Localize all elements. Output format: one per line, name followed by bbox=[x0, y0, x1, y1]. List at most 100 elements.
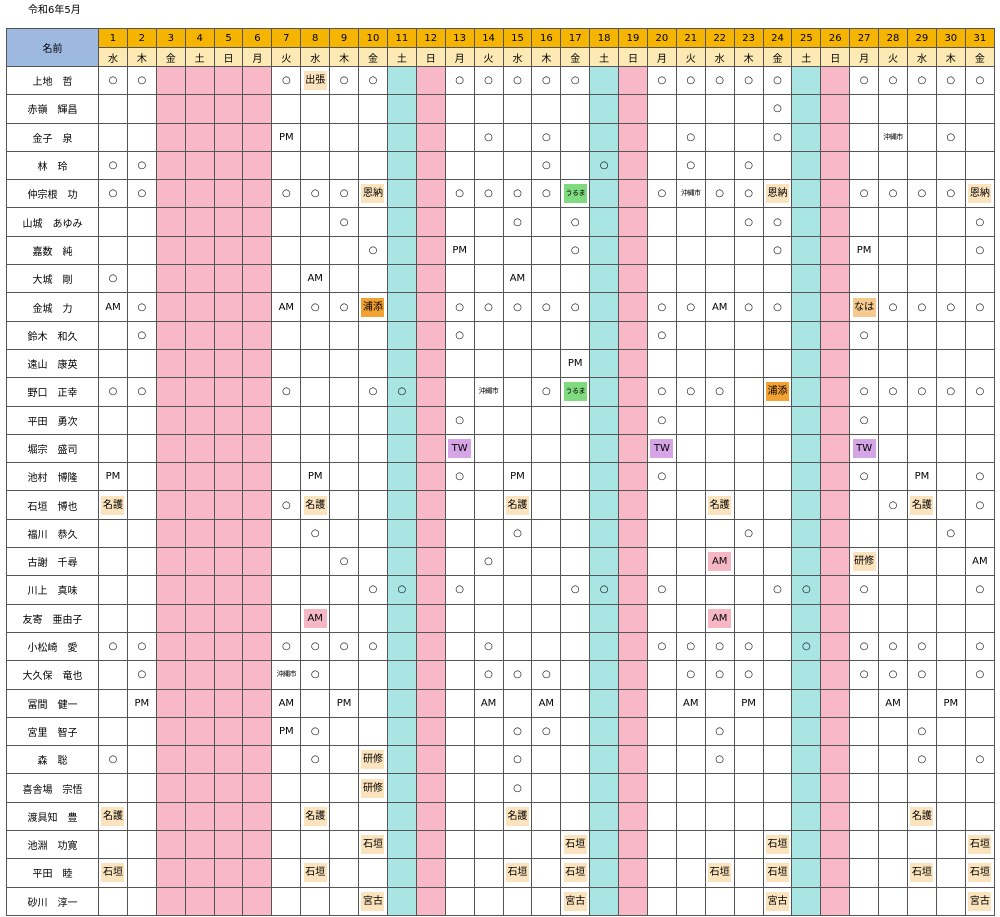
day-cell bbox=[762, 660, 793, 690]
staff-name: 大久保 竜也 bbox=[5, 660, 100, 690]
day-cell bbox=[242, 716, 273, 747]
day-cell bbox=[589, 547, 620, 577]
day-cell: ○ bbox=[878, 631, 908, 662]
day-cell bbox=[155, 688, 186, 718]
schedule-row: 金子 泉 PM ○ ○ ○ ○ 沖縄市 ○ bbox=[5, 122, 996, 152]
day-cell bbox=[242, 830, 273, 860]
cell-entry: ○ bbox=[339, 641, 349, 653]
cell-entry: 名護 bbox=[101, 495, 125, 515]
day-cell: ○ bbox=[675, 122, 706, 152]
day-cell bbox=[444, 122, 475, 152]
day-cell: ○ bbox=[126, 660, 157, 690]
day-cell bbox=[704, 94, 735, 124]
day-cell: ○ bbox=[906, 631, 937, 662]
day-cell bbox=[502, 433, 533, 464]
day-cell bbox=[675, 490, 706, 520]
day-cell bbox=[531, 94, 562, 124]
cell-entry: ○ bbox=[859, 329, 869, 341]
day-cell bbox=[473, 462, 504, 492]
day-cell bbox=[242, 292, 273, 322]
day-cell bbox=[242, 631, 273, 662]
day-cell bbox=[184, 405, 215, 435]
cell-entry: 名護 bbox=[505, 806, 529, 826]
staff-name: 仲宗根 功 bbox=[5, 179, 100, 209]
day-cell bbox=[242, 320, 273, 350]
day-cell: PM bbox=[935, 688, 966, 718]
cell-entry: ○ bbox=[541, 160, 551, 172]
day-cell: ○ bbox=[386, 575, 417, 605]
day-cell bbox=[733, 377, 764, 407]
day-cell bbox=[849, 122, 880, 152]
day-cell bbox=[820, 348, 851, 379]
day-cell bbox=[242, 433, 273, 464]
day-cell bbox=[473, 745, 504, 775]
cell-entry: ○ bbox=[513, 216, 522, 228]
day-number: 23 bbox=[733, 28, 764, 48]
cell-entry: ○ bbox=[744, 160, 753, 172]
day-cell: ○ bbox=[271, 65, 302, 96]
day-cell bbox=[531, 631, 562, 662]
day-cell bbox=[820, 433, 851, 464]
day-cell: ○ bbox=[964, 235, 996, 266]
day-cell: ○ bbox=[733, 65, 764, 96]
day-cell bbox=[618, 773, 648, 803]
day-cell bbox=[906, 348, 937, 379]
cell-entry: ○ bbox=[917, 188, 927, 200]
cell-entry: PM bbox=[452, 244, 467, 256]
day-cell bbox=[329, 575, 360, 605]
cell-entry: ○ bbox=[917, 75, 927, 87]
day-cell bbox=[646, 830, 677, 860]
day-cell bbox=[126, 490, 157, 520]
day-cell: ○ bbox=[646, 631, 677, 662]
day-cell bbox=[415, 745, 446, 775]
cell-entry: AM bbox=[105, 301, 121, 313]
cell-entry: ○ bbox=[657, 386, 667, 398]
day-cell bbox=[415, 65, 446, 96]
weekday: 火 bbox=[878, 47, 908, 67]
day-number: 27 bbox=[849, 28, 880, 48]
day-cell bbox=[675, 745, 706, 775]
cell-entry: 石垣 bbox=[361, 835, 385, 855]
day-cell bbox=[184, 150, 215, 181]
day-cell bbox=[184, 65, 215, 96]
day-cell: 名護 bbox=[300, 801, 331, 832]
day-cell: ○ bbox=[589, 150, 620, 181]
day-cell: 沖縄市 bbox=[675, 179, 706, 209]
day-cell bbox=[820, 547, 851, 577]
day-cell bbox=[733, 716, 764, 747]
day-cell bbox=[820, 518, 851, 549]
day-cell bbox=[213, 207, 244, 237]
day-cell bbox=[820, 292, 851, 322]
schedule-row: 古謝 千尋 ○ ○ AM 研修 AM bbox=[5, 547, 996, 577]
day-cell bbox=[589, 518, 620, 549]
day-cell: 石垣 bbox=[300, 858, 331, 888]
cell-entry: ○ bbox=[657, 329, 667, 341]
day-cell: AM bbox=[98, 292, 128, 322]
cell-entry: PM bbox=[510, 471, 525, 483]
cell-entry: ○ bbox=[513, 754, 522, 766]
weekday: 日 bbox=[820, 47, 851, 67]
day-cell: ○ bbox=[358, 65, 388, 96]
cell-entry: AM bbox=[480, 697, 497, 709]
day-cell bbox=[444, 348, 475, 379]
day-cell bbox=[618, 886, 648, 916]
day-cell: 恩納 bbox=[762, 179, 793, 209]
day-cell bbox=[184, 547, 215, 577]
day-cell bbox=[126, 433, 157, 464]
cell-entry: PM bbox=[278, 131, 294, 143]
day-cell bbox=[675, 348, 706, 379]
cell-entry: 石垣 bbox=[765, 835, 789, 855]
cell-entry: ○ bbox=[715, 386, 725, 398]
day-cell: AM bbox=[473, 688, 504, 718]
day-cell: ○ bbox=[906, 716, 937, 747]
day-cell: ○ bbox=[849, 377, 880, 407]
day-cell: ○ bbox=[964, 65, 996, 96]
cell-entry: ○ bbox=[541, 188, 551, 200]
day-cell bbox=[646, 207, 677, 237]
schedule-row: 森 聡 ○ ○ 研修 ○ ○ ○ ○ bbox=[5, 745, 996, 775]
day-cell bbox=[329, 773, 360, 803]
cell-entry: ○ bbox=[368, 641, 378, 653]
day-cell bbox=[589, 207, 620, 237]
day-cell: ○ bbox=[935, 122, 966, 152]
weekday: 木 bbox=[329, 47, 360, 67]
